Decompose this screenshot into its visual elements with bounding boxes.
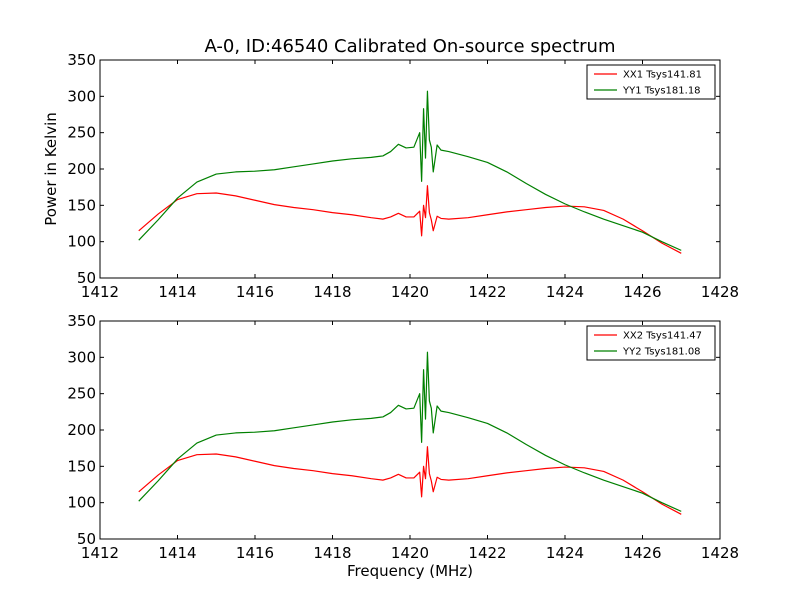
series-line-yy1 [138,90,682,251]
legend-frame [586,64,716,100]
y-tick-label: 50 [77,530,96,548]
legend-entry-label: YY1 Tsys181.18 [622,86,701,97]
x-tick-label: 1424 [546,283,584,301]
y-tick-label: 300 [67,87,96,105]
y-tick-label: 350 [67,312,96,330]
legend-entry-label: XX1 Tsys141.81 [623,70,702,81]
series-line-xx2 [138,446,682,515]
legend: XX2 Tsys141.47 YY2 Tsys181.08 [586,325,716,361]
y-tick-label: 150 [67,196,96,214]
x-tick-label: 1428 [701,283,739,301]
y-tick-label: 100 [67,494,96,512]
x-tick-label: 1422 [468,283,506,301]
x-tick-label: 1414 [158,544,196,562]
x-tick-label: 1412 [81,283,119,301]
x-tick-label: 1418 [313,283,351,301]
y-axis-label: Power in Kelvin [42,112,60,226]
x-tick-label: 1416 [236,544,274,562]
x-tick-label: 1412 [81,544,119,562]
y-tick-label: 200 [67,160,96,178]
series-line-yy2 [138,351,682,512]
x-tick-label: 1426 [623,283,661,301]
y-tick-label: 250 [67,124,96,142]
legend-frame [586,325,716,361]
x-tick-label: 1416 [236,283,274,301]
chart-panel-2: 1412 1414 1416 1418 1420 1422 1424 1426 1428 50 10… [67,312,739,562]
x-tick-label: 1422 [468,544,506,562]
x-tick-label: 1418 [313,544,351,562]
chart-title: A-0, ID:46540 Calibrated On-source spect… [204,36,615,57]
x-tick-label: 1424 [546,544,584,562]
x-tick-label: 1420 [391,283,429,301]
x-tick-label: 1414 [158,283,196,301]
legend: XX1 Tsys141.81 YY1 Tsys181.18 [586,64,716,100]
y-tick-label: 350 [67,51,96,69]
x-axis-label: Frequency (MHz) [347,562,473,580]
legend-entry-label: YY2 Tsys181.08 [622,347,701,358]
series-line-xx1 [138,185,682,254]
y-tick-label: 200 [67,421,96,439]
chart-panel-1: 1412 1414 1416 1418 1420 1422 1424 1426 1428 50 10… [67,51,739,301]
x-tick-label: 1428 [701,544,739,562]
x-tick-label: 1426 [623,544,661,562]
x-tick-label: 1420 [391,544,429,562]
y-tick-label: 300 [67,348,96,366]
y-tick-label: 150 [67,457,96,475]
y-tick-label: 50 [77,269,96,287]
y-tick-label: 250 [67,385,96,403]
panels: 1412 1414 1416 1418 1420 1422 1424 1426 1428 50 10… [67,51,739,562]
legend-entry-label: XX2 Tsys141.47 [623,331,702,342]
y-tick-label: 100 [67,233,96,251]
